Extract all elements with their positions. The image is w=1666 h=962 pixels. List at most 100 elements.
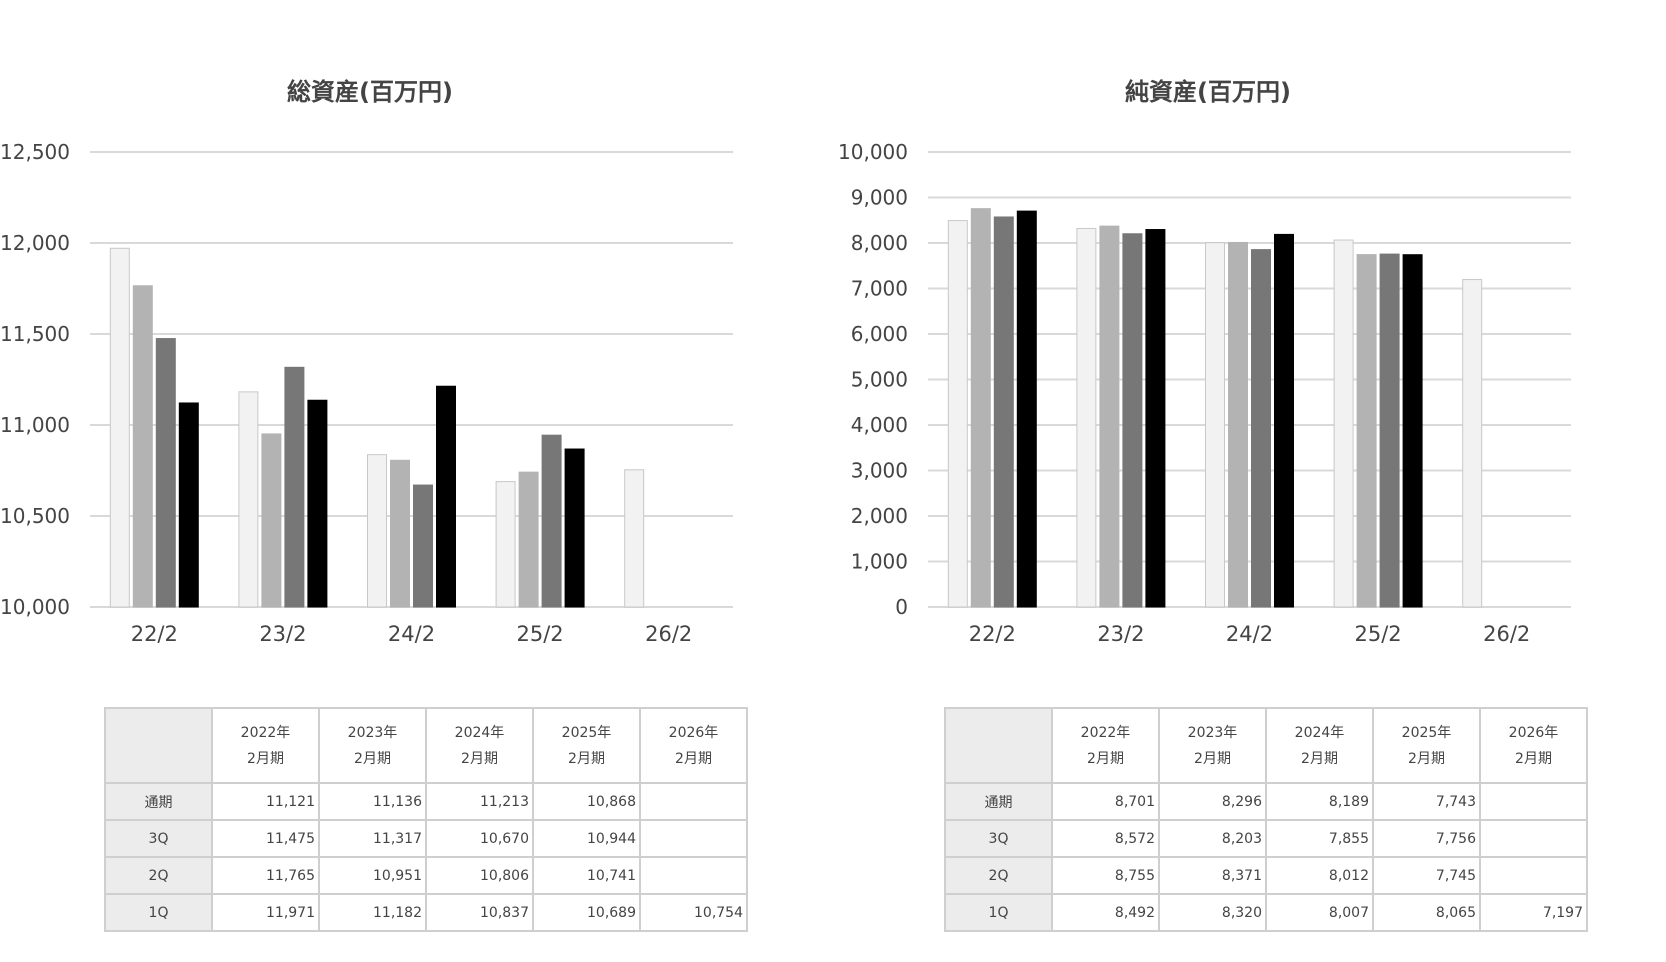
- bar: [1016, 210, 1037, 608]
- table-row-label: 通期: [104, 782, 213, 821]
- table-cell: 8,012: [1265, 856, 1374, 895]
- table-row: 1Q 8,492 8,320 8,007 8,065 7,197: [944, 893, 1588, 932]
- bar: [1462, 279, 1483, 608]
- table-header-cell: 2025年 2月期: [1372, 707, 1481, 784]
- bar: [109, 247, 130, 608]
- bar: [390, 459, 410, 608]
- table-cell: 7,197: [1479, 893, 1588, 932]
- table-row-label: 3Q: [944, 819, 1053, 858]
- bar: [413, 484, 433, 608]
- table-row: 通期 8,701 8,296 8,189 7,743: [944, 782, 1588, 821]
- table-cell: 8,492: [1051, 893, 1160, 932]
- bar: [624, 469, 645, 608]
- table-row: 通期 11,121 11,136 11,213 10,868: [104, 782, 748, 821]
- y-tick-label: 6,000: [851, 322, 908, 346]
- y-tick-label: 4,000: [851, 413, 908, 437]
- bar: [970, 208, 991, 608]
- table-cell: 10,944: [532, 819, 641, 858]
- table-cell: [639, 819, 748, 858]
- table-cell: 11,136: [318, 782, 427, 821]
- bar: [1099, 225, 1120, 608]
- table-row-label: 通期: [944, 782, 1053, 821]
- y-tick-label: 8,000: [851, 231, 908, 255]
- table-header-cell: 2023年 2月期: [1158, 707, 1267, 784]
- bar: [284, 366, 305, 608]
- y-tick-label: 11,500: [0, 322, 70, 346]
- y-tick-label: 9,000: [851, 186, 908, 210]
- total-assets-table: 2022年 2月期 2023年 2月期 2024年 2月期 2025年 2月期 2026…: [104, 707, 748, 932]
- table-row-label: 2Q: [104, 856, 213, 895]
- table-cell: 8,701: [1051, 782, 1160, 821]
- table-row-label: 1Q: [104, 893, 213, 932]
- table-row: 3Q 8,572 8,203 7,855 7,756: [944, 819, 1588, 858]
- table-cell: [1479, 856, 1588, 895]
- bar: [1205, 242, 1225, 608]
- bar: [518, 471, 539, 608]
- bar: [1251, 249, 1271, 608]
- table-cell: 7,756: [1372, 819, 1481, 858]
- table-cell: 10,689: [532, 893, 641, 932]
- x-tick-label: 24/2: [1226, 622, 1273, 646]
- bar: [261, 433, 282, 608]
- x-tick-label: 25/2: [517, 622, 564, 646]
- table-cell: 10,754: [639, 893, 748, 932]
- table-cell: 7,745: [1372, 856, 1481, 895]
- table-cell: 8,320: [1158, 893, 1267, 932]
- x-tick-label: 23/2: [259, 622, 306, 646]
- y-tick-label: 10,000: [838, 140, 908, 164]
- y-tick-label: 2,000: [851, 504, 908, 528]
- x-tick-label: 26/2: [1483, 622, 1530, 646]
- bar: [155, 338, 176, 608]
- table-cell: 8,007: [1265, 893, 1374, 932]
- table-row: 2Q 8,755 8,371 8,012 7,745: [944, 856, 1588, 895]
- x-tick-label: 23/2: [1097, 622, 1144, 646]
- bar: [367, 454, 387, 608]
- table-header-row: 2022年 2月期 2023年 2月期 2024年 2月期 2025年 2月期 2026…: [104, 707, 748, 784]
- y-tick-label: 12,500: [0, 140, 70, 164]
- table-row: 3Q 11,475 11,317 10,670 10,944: [104, 819, 748, 858]
- table-header-cell: 2025年 2月期: [532, 707, 641, 784]
- table-cell: 11,121: [211, 782, 320, 821]
- bar: [178, 402, 199, 608]
- table-header-cell: 2022年 2月期: [1051, 707, 1160, 784]
- chart-title: 総資産(百万円): [287, 78, 453, 106]
- y-tick-label: 3,000: [851, 459, 908, 483]
- table-header-cell: 2026年 2月期: [639, 707, 748, 784]
- table-row-label: 2Q: [944, 856, 1053, 895]
- table-header-cell: 2026年 2月期: [1479, 707, 1588, 784]
- bar: [1145, 229, 1166, 608]
- chart-title: 純資産(百万円): [1125, 78, 1291, 106]
- total-assets-chart: 10,000 10,500 11,000 11,500 12,000 12,500 22/2…: [0, 140, 733, 646]
- x-tick-label: 26/2: [645, 622, 692, 646]
- table-cell: 10,806: [425, 856, 534, 895]
- table-cell: 11,182: [318, 893, 427, 932]
- y-tick-label: 1,000: [851, 550, 908, 574]
- table-cell: [639, 856, 748, 895]
- x-tick-label: 22/2: [131, 622, 178, 646]
- net-assets-panel: 純資産(百万円) 0 1,000 2,000 3,000 4,000 5,000 6,000…: [838, 0, 1666, 962]
- y-tick-label: 12,000: [0, 231, 70, 255]
- table-cell: 11,317: [318, 819, 427, 858]
- table-row-label: 1Q: [944, 893, 1053, 932]
- table-cell: 7,855: [1265, 819, 1374, 858]
- table-cell: 8,572: [1051, 819, 1160, 858]
- table-header-cell: 2022年 2月期: [211, 707, 320, 784]
- bar: [947, 220, 968, 608]
- y-tick-label: 10,000: [0, 595, 70, 619]
- y-tick-label: 11,000: [0, 413, 70, 437]
- table-cell: 8,065: [1372, 893, 1481, 932]
- bar: [1228, 241, 1248, 608]
- bar: [132, 285, 153, 608]
- bar: [993, 216, 1014, 608]
- table-header-row: 2022年 2月期 2023年 2月期 2024年 2月期 2025年 2月期 2026…: [944, 707, 1588, 784]
- table-cell: 8,189: [1265, 782, 1374, 821]
- table-cell: 10,837: [425, 893, 534, 932]
- table-cell: 10,868: [532, 782, 641, 821]
- table-cell: 10,951: [318, 856, 427, 895]
- table-cell: 11,765: [211, 856, 320, 895]
- bar: [1333, 239, 1354, 608]
- table-cell: [1479, 782, 1588, 821]
- y-tick-label: 10,500: [0, 504, 70, 528]
- x-tick-label: 22/2: [969, 622, 1016, 646]
- total-assets-panel: 総資産(百万円) 10,000 10,500 11,000 11,500 12,000 1…: [0, 78, 748, 932]
